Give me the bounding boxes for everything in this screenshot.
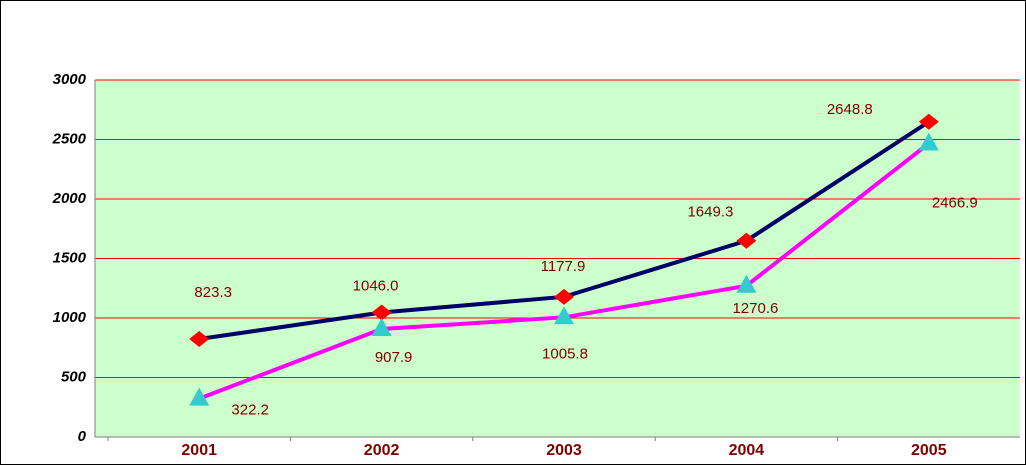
marker: [189, 387, 210, 406]
y-tick-label: 1500: [53, 249, 87, 266]
y-tick-label: 2000: [52, 190, 87, 207]
data-label: 823.3: [194, 284, 232, 301]
marker: [371, 317, 392, 336]
data-label: 907.9: [375, 349, 413, 366]
data-label: 322.2: [231, 402, 269, 419]
data-label: 1270.6: [732, 300, 778, 317]
y-tick-label: 500: [61, 368, 87, 385]
y-tick-label: 2500: [52, 130, 87, 147]
marker: [736, 274, 757, 293]
data-label: 1046.0: [353, 277, 399, 294]
marker: [189, 331, 210, 348]
data-label: 1649.3: [687, 204, 733, 221]
marker: [554, 306, 574, 325]
data-label: 1177.9: [541, 258, 586, 275]
marker: [918, 132, 939, 151]
x-tick-label: 2004: [729, 442, 765, 459]
data-label: 1005.8: [542, 345, 588, 362]
marker: [918, 113, 939, 130]
x-tick-label: 2001: [181, 442, 217, 459]
x-tick-label: 2003: [546, 442, 582, 459]
data-label: 2648.8: [827, 101, 873, 118]
x-tick-label: 2005: [911, 442, 947, 459]
marker: [371, 304, 392, 321]
data-label: 2466.9: [932, 194, 978, 211]
marker: [554, 288, 574, 305]
x-tick-label: 2002: [364, 442, 400, 459]
y-tick-label: 0: [78, 428, 87, 445]
marker: [736, 232, 757, 249]
y-tick-label: 3000: [53, 71, 87, 88]
y-tick-label: 1000: [53, 309, 87, 326]
